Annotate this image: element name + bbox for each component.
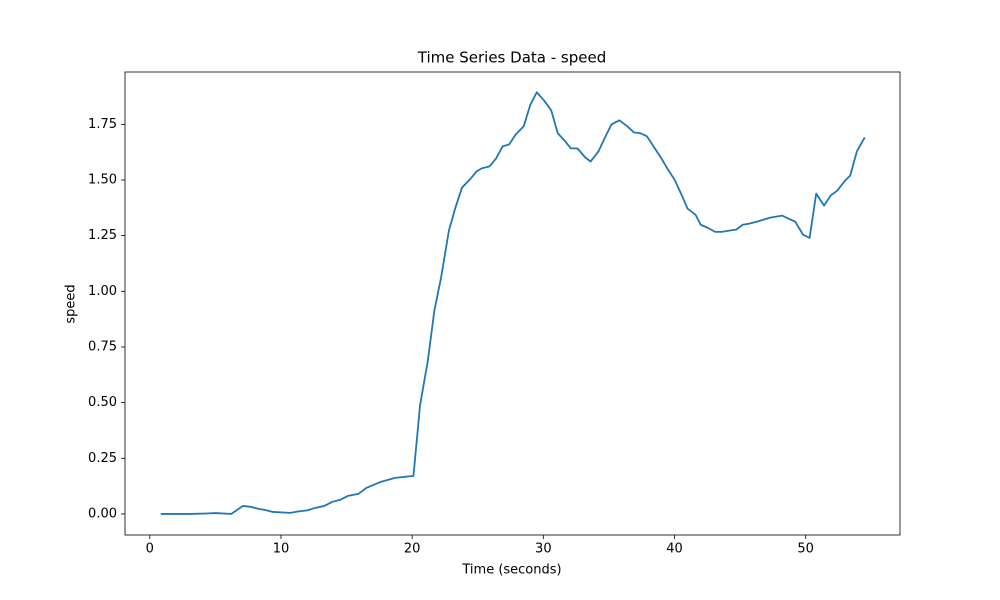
y-axis-label: speed bbox=[64, 284, 79, 323]
plot-frame bbox=[124, 71, 901, 536]
x-tick-label: 40 bbox=[666, 542, 683, 557]
x-tick-label: 0 bbox=[146, 542, 154, 557]
y-tick-label: 0.50 bbox=[88, 395, 117, 410]
y-tick-label: 1.25 bbox=[88, 228, 117, 243]
x-tick-label: 50 bbox=[797, 542, 814, 557]
y-tick-label: 1.75 bbox=[88, 117, 117, 132]
x-tick-label: 20 bbox=[404, 542, 421, 557]
y-tick-label: 0.75 bbox=[88, 339, 117, 354]
y-tick-label: 1.00 bbox=[88, 284, 117, 299]
x-tick-label: 30 bbox=[535, 542, 552, 557]
x-tick-label: 10 bbox=[273, 542, 290, 557]
y-tick-label: 0.25 bbox=[88, 451, 117, 466]
data-line bbox=[160, 91, 866, 515]
y-tick-label: 0.00 bbox=[88, 506, 117, 521]
x-axis-label: Time (seconds) bbox=[461, 563, 561, 578]
chart-title: Time Series Data - speed bbox=[417, 49, 606, 67]
y-tick-label: 1.50 bbox=[88, 172, 117, 187]
